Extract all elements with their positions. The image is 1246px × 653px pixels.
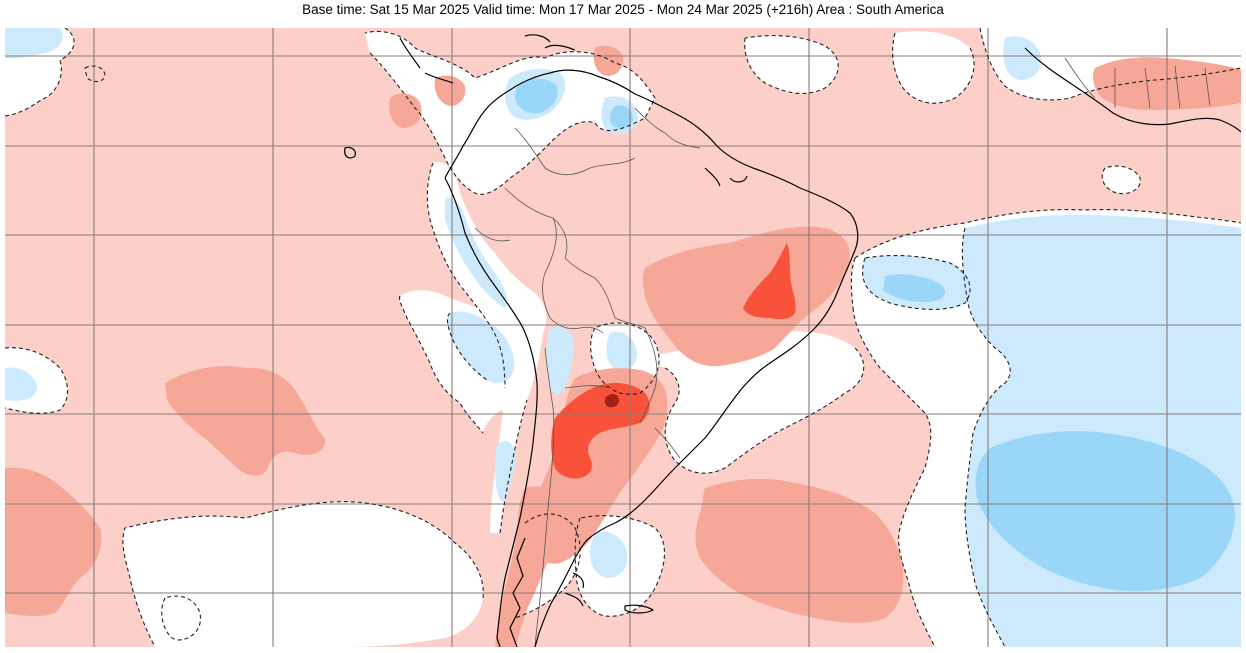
zero-contours bbox=[5, 28, 1241, 647]
warm-moderate-regions bbox=[5, 45, 1241, 647]
warm-strong-regions bbox=[551, 243, 796, 479]
cool-core-regions bbox=[515, 78, 1235, 592]
country-borders bbox=[474, 57, 1211, 647]
anomaly-map bbox=[5, 28, 1241, 647]
warm-extreme-region bbox=[604, 393, 619, 408]
map-title: Base time: Sat 15 Mar 2025 Valid time: M… bbox=[302, 2, 944, 17]
graticule bbox=[5, 28, 1241, 647]
coastlines bbox=[344, 34, 1241, 647]
